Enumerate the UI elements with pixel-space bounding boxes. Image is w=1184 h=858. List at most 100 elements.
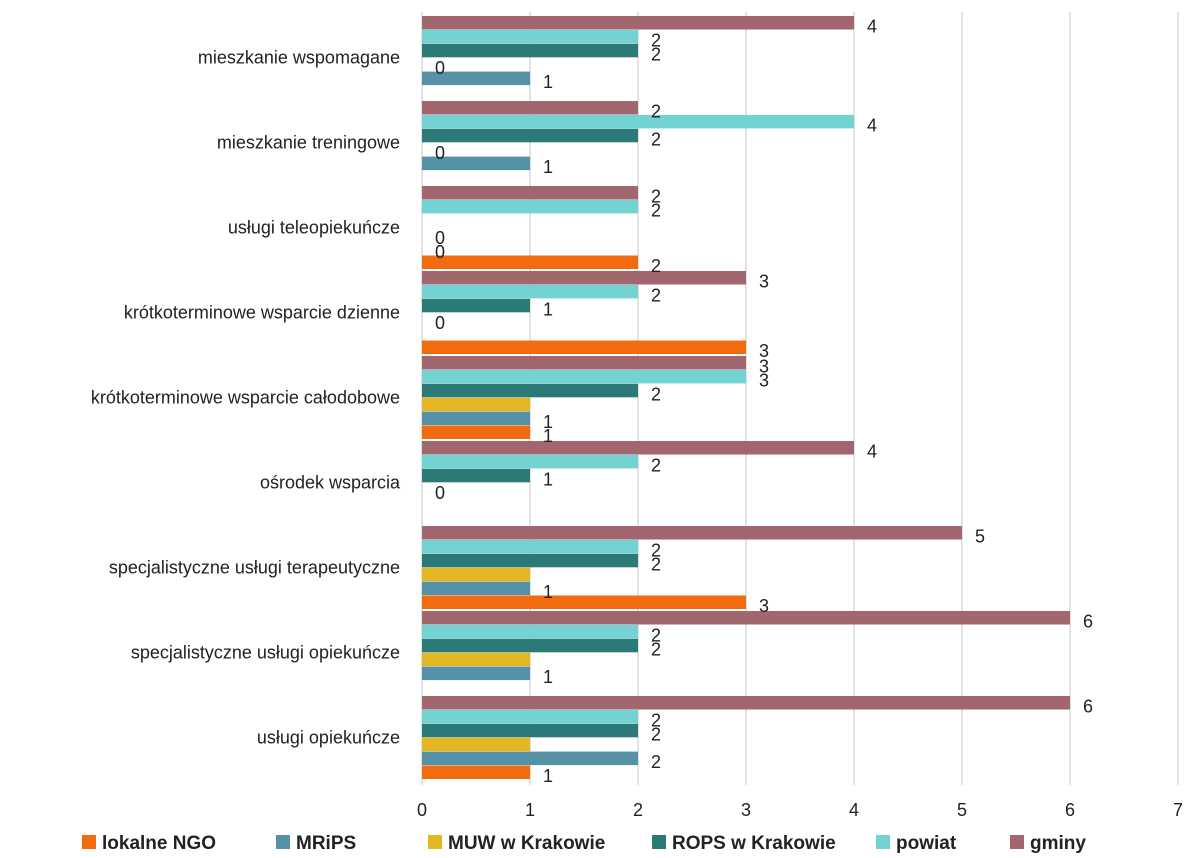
data-label: 2 [651, 129, 661, 149]
bar [422, 29, 638, 44]
bar [422, 128, 638, 143]
data-label: 4 [867, 442, 877, 462]
data-label: 0 [435, 242, 445, 262]
bar [422, 751, 638, 766]
legend-swatch [876, 835, 890, 849]
data-label: 5 [975, 527, 985, 547]
bars [422, 16, 1070, 779]
bar [422, 298, 530, 313]
legend-label: MRiPS [296, 833, 356, 854]
data-label: 2 [651, 187, 661, 207]
category-label: mieszkanie wspomagane [198, 48, 400, 68]
data-label: 2 [651, 455, 661, 475]
bar [422, 271, 746, 285]
category-label: ośrodek wsparcia [260, 473, 401, 493]
x-tick-label: 1 [525, 800, 535, 820]
category-label: usługi teleopiekuńcze [228, 218, 400, 238]
legend-swatch [652, 835, 666, 849]
category-label: specjalistyczne usługi terapeutyczne [109, 558, 400, 578]
bar [422, 595, 746, 609]
legend-label: gminy [1030, 833, 1086, 854]
data-labels: 2313111011120000022121222242232222422334… [435, 17, 1093, 787]
bar [422, 765, 530, 779]
bar [422, 186, 638, 200]
x-tick-label: 5 [957, 800, 967, 820]
x-tick-label: 7 [1173, 800, 1183, 820]
data-label: 1 [543, 766, 553, 786]
x-tick-label: 4 [849, 800, 859, 820]
data-label: 2 [651, 710, 661, 730]
data-label: 0 [435, 483, 445, 503]
x-tick-label: 0 [417, 800, 427, 820]
bar [422, 468, 530, 483]
data-label: 2 [651, 44, 661, 64]
data-label: 2 [651, 752, 661, 772]
bar [422, 611, 1070, 625]
category-label: mieszkanie treningowe [217, 133, 400, 153]
bar [422, 101, 638, 115]
x-axis-ticks: 0 1 2 3 4 5 6 7 [417, 800, 1183, 820]
data-label: 3 [759, 370, 769, 390]
legend-swatch [82, 835, 96, 849]
data-label: 6 [1083, 612, 1093, 632]
data-label: 2 [651, 554, 661, 574]
data-label: 2 [651, 30, 661, 50]
x-tick-label: 2 [633, 800, 643, 820]
bar [422, 581, 530, 596]
legend-swatch [1010, 835, 1024, 849]
bar [422, 454, 638, 469]
bar [422, 723, 638, 738]
legend-swatch [428, 835, 442, 849]
data-label: 1 [543, 72, 553, 92]
category-label: specjalistyczne usługi opiekuńcze [131, 643, 400, 663]
data-label: 2 [651, 285, 661, 305]
data-label: 1 [543, 157, 553, 177]
data-label: 3 [759, 596, 769, 616]
data-label: 1 [543, 412, 553, 432]
bar [422, 284, 638, 299]
data-label: 2 [651, 625, 661, 645]
legend-label: powiat [896, 833, 957, 854]
x-tick-label: 3 [741, 800, 751, 820]
data-label: 0 [435, 228, 445, 248]
data-label: 2 [651, 200, 661, 220]
legend: lokalne NGO MRiPS MUW w Krakowie ROPS w Kra… [82, 833, 1086, 854]
data-label: 6 [1083, 697, 1093, 717]
category-label: usługi opiekuńcze [257, 728, 400, 748]
category-labels: mieszkanie wspomagane mieszkanie treningo… [91, 48, 401, 748]
data-label: 1 [543, 426, 553, 446]
bar [422, 199, 638, 214]
bar [422, 526, 962, 540]
data-label: 0 [435, 313, 445, 333]
bar [422, 696, 1070, 710]
x-tick-label: 6 [1065, 800, 1075, 820]
data-label: 1 [543, 469, 553, 489]
bar [422, 638, 638, 653]
category-label: krótkoterminowe wsparcie dzienne [124, 303, 400, 323]
bar [422, 567, 530, 582]
bar [422, 652, 530, 667]
bar [422, 411, 530, 426]
data-label: 0 [435, 143, 445, 163]
category-label: krótkoterminowe wsparcie całodobowe [91, 388, 400, 408]
data-label: 3 [759, 357, 769, 377]
data-label: 2 [651, 540, 661, 560]
data-label: 3 [759, 341, 769, 361]
bar [422, 114, 854, 129]
data-label: 2 [651, 639, 661, 659]
data-label: 2 [651, 256, 661, 276]
bar [422, 737, 530, 752]
bar [422, 441, 854, 455]
bar [422, 255, 638, 269]
data-label: 4 [867, 17, 877, 37]
bar [422, 156, 530, 171]
bar [422, 397, 530, 412]
data-label: 1 [543, 299, 553, 319]
data-label: 2 [651, 724, 661, 744]
data-label: 3 [759, 272, 769, 292]
bar [422, 624, 638, 639]
bar [422, 666, 530, 681]
data-label: 2 [651, 384, 661, 404]
bar [422, 340, 746, 354]
